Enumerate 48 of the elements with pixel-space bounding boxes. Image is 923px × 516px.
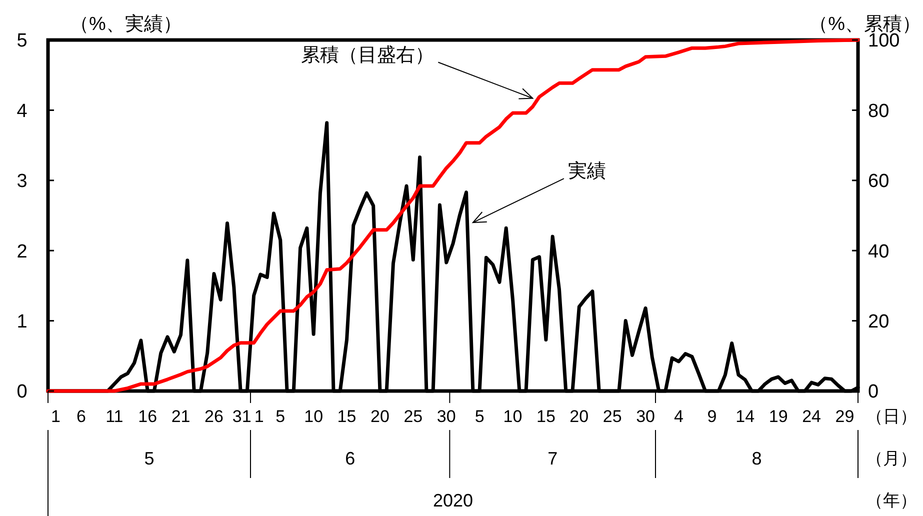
x-tick-label: 20 — [570, 406, 589, 426]
x-tick-label: 26 — [204, 406, 224, 426]
y2-tick-label: 40 — [868, 241, 890, 262]
x-tick-label: 30 — [436, 406, 456, 426]
x-tick-label: 6 — [76, 406, 86, 426]
x-tick-label: 25 — [602, 406, 622, 426]
x-tick-label: 16 — [138, 406, 158, 426]
x-tick-label: 5 — [474, 406, 484, 426]
y2-tick-label: 60 — [868, 171, 890, 192]
y2-tick-label: 20 — [868, 311, 890, 332]
text: 6 — [345, 448, 356, 468]
annotation: 実績 — [568, 160, 606, 182]
x-tick-label: 10 — [503, 406, 522, 426]
text: （年） — [866, 490, 917, 510]
y2-tick-label: 80 — [868, 100, 890, 122]
x-tick-label: 10 — [304, 406, 324, 426]
text: 8 — [752, 448, 762, 468]
y-tick-label: 1 — [16, 311, 28, 332]
x-tick-label: 19 — [768, 406, 788, 426]
x-tick-label: 24 — [802, 406, 821, 426]
y-tick-label: 4 — [16, 100, 28, 122]
text: （月） — [866, 448, 917, 468]
text: 5 — [144, 448, 154, 468]
x-tick-label: 15 — [337, 406, 356, 426]
x-tick-label: 31 — [232, 406, 252, 426]
x-tick-label: 21 — [171, 406, 190, 426]
y-tick-label: 0 — [16, 382, 28, 403]
y2-tick-label: 0 — [868, 382, 879, 403]
x-tick-label: 5 — [276, 406, 286, 426]
x-tick-label: 20 — [370, 406, 390, 426]
x-tick-label: 30 — [636, 406, 655, 426]
y-tick-label: 5 — [16, 30, 28, 52]
text: 7 — [548, 448, 558, 468]
text: 2020 — [432, 490, 474, 510]
x-tick-label: 1 — [254, 406, 264, 426]
x-tick-label: 4 — [674, 406, 684, 426]
x-tick-label: 11 — [106, 406, 124, 426]
x-tick-label: 1 — [51, 406, 60, 426]
x-tick-label: 14 — [736, 406, 755, 426]
x-tick-label: 25 — [404, 406, 423, 426]
y-tick-label: 3 — [16, 171, 28, 192]
y-axis-title: （%、実績） — [70, 13, 182, 35]
x-tick-label: 9 — [707, 406, 717, 426]
y-tick-label: 2 — [16, 241, 28, 262]
x-tick-label: 29 — [835, 406, 854, 426]
text: （日） — [866, 406, 917, 426]
x-tick-label: 15 — [536, 406, 556, 426]
annotation: 累積（目盛右） — [301, 44, 434, 66]
